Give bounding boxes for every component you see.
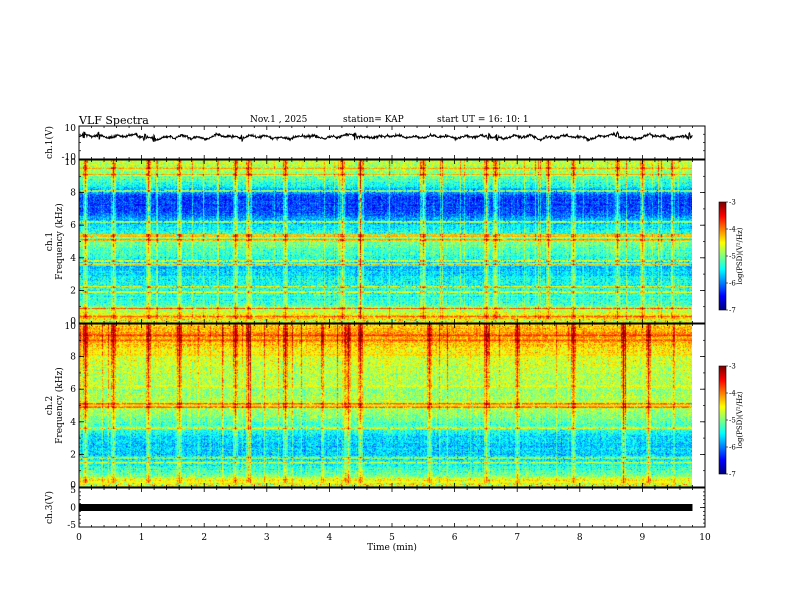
x-tick-label: 9 (640, 533, 646, 543)
ch2-spectrogram-panel: 0 2 4 6 8 10 ch.2 Frequency (kHz) (45, 322, 706, 491)
ch2-colorbar: -3 -4 -5 -6 -7 log(PSD)(V²/Hz) (718, 363, 744, 479)
y-tick-label: 4 (70, 254, 76, 264)
colorbar-tick-label: -5 (729, 417, 736, 425)
ch2-spectrogram-image (79, 324, 692, 487)
ch1-spectrogram-image (79, 160, 692, 323)
y-tick-label: 6 (70, 221, 76, 231)
colorbar-tick-label: -6 (729, 280, 736, 288)
colorbar-label: log(PSD)(V²/Hz) (736, 227, 744, 284)
colorbar-tick-label: -7 (729, 307, 736, 315)
y-tick-label: 10 (65, 322, 77, 332)
y-tick-label: 10 (65, 158, 77, 168)
colorbar-tick-label: -7 (729, 471, 736, 479)
x-tick-label: 1 (139, 533, 145, 543)
ch1-waveform-line (78, 131, 693, 143)
x-tick-label: 7 (514, 533, 520, 543)
y-tick-label: 4 (70, 418, 76, 428)
y-tick-label: 5 (70, 486, 76, 496)
figure-title: VLF Spectra (79, 114, 149, 127)
colorbar-tick-label: -6 (729, 444, 736, 452)
x-tick-label: 0 (76, 533, 82, 543)
y-axis-label: ch.1 (45, 232, 55, 251)
ch1-spectrogram-panel: 0 2 4 6 8 10 ch.1 Frequency (kHz) (45, 158, 706, 327)
y-tick-label: 6 (70, 385, 76, 395)
ch3-waveform-panel: 5 0 -5 ch.3(V) (44, 486, 706, 531)
y-tick-label: 8 (70, 353, 76, 363)
x-tick-label: 6 (452, 533, 458, 543)
y-tick-label: -5 (67, 521, 76, 531)
y-axis-label: Frequency (kHz) (54, 367, 65, 444)
x-tick-label: 4 (327, 533, 333, 543)
y-tick-label: 2 (70, 286, 76, 296)
y-tick-label: 0 (70, 317, 76, 327)
y-tick-label: 10 (65, 124, 77, 134)
y-axis-label: ch.2 (45, 396, 55, 415)
station-label: station= KAP (343, 115, 404, 125)
x-tick-label: 3 (264, 533, 270, 543)
y-axis-label: ch.3(V) (44, 491, 55, 524)
colorbar-tick-label: -4 (729, 226, 736, 234)
colorbar-tick-label: -3 (729, 363, 736, 371)
ch1-waveform-panel: 10 -10 ch.1(V) (44, 124, 706, 163)
panel-frame (78, 125, 706, 160)
x-tick-label: 10 (699, 533, 711, 543)
y-axis-label: Frequency (kHz) (54, 203, 65, 280)
recording-date: Nov.1 , 2025 (250, 115, 308, 125)
y-tick-label: 8 (70, 189, 76, 199)
colorbar-tick-label: -5 (729, 253, 736, 261)
y-tick-label: 0 (70, 481, 76, 491)
time-axis: 0 1 2 3 4 5 6 7 8 9 10 Time (min) (76, 533, 711, 553)
y-axis-label: ch.1(V) (44, 126, 55, 159)
y-tick-label: 0 (70, 504, 76, 514)
start-time: start UT = 16: 10: 1 (437, 115, 529, 125)
ch1-colorbar-gradient (719, 202, 726, 310)
colorbar-tick-label: -3 (729, 199, 736, 207)
x-axis-label: Time (min) (367, 542, 417, 553)
colorbar-label: log(PSD)(V²/Hz) (736, 391, 744, 448)
ch3-signal-band (79, 504, 693, 511)
x-tick-label: 5 (389, 533, 395, 543)
x-tick-label: 8 (577, 533, 583, 543)
ch1-colorbar: -3 -4 -5 -6 -7 log(PSD)(V²/Hz) (718, 199, 744, 315)
ch2-colorbar-gradient (719, 366, 726, 474)
colorbar-tick-label: -4 (729, 390, 736, 398)
x-tick-label: 2 (201, 533, 207, 543)
y-tick-label: -10 (62, 153, 77, 163)
y-tick-label: 2 (70, 450, 76, 460)
